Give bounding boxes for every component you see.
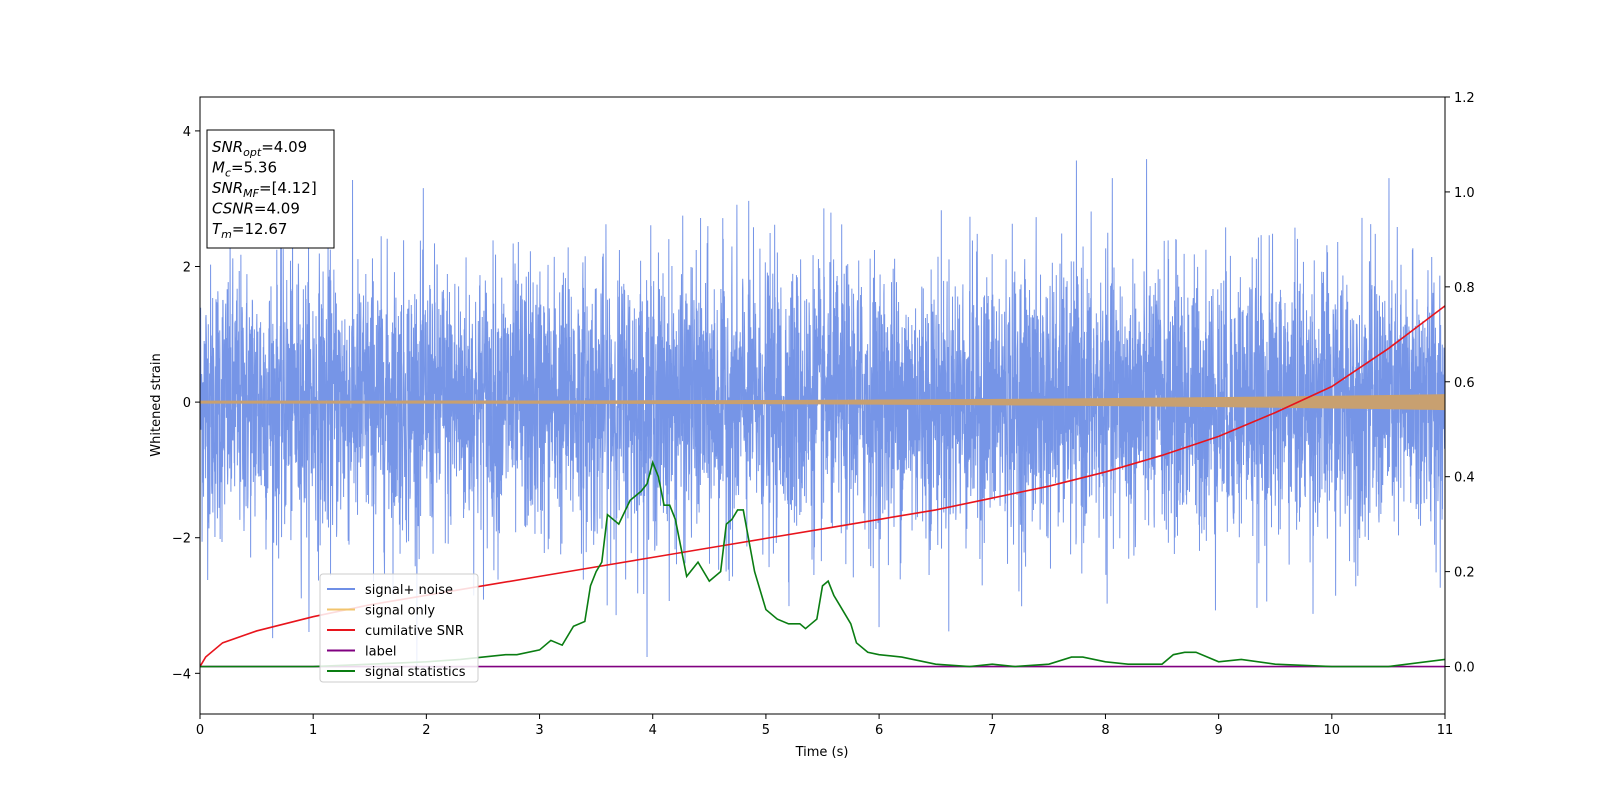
x-tick-label: 10	[1324, 723, 1341, 738]
x-tick-label: 11	[1437, 723, 1454, 738]
y-left-tick-label: 2	[183, 261, 191, 276]
x-tick-label: 7	[988, 723, 996, 738]
x-tick-label: 6	[875, 723, 883, 738]
y-right-tick-label: 0.6	[1454, 376, 1475, 391]
y-right-tick-label: 0.8	[1454, 281, 1475, 296]
annotation-line: SNRMF=[4.12]	[212, 179, 317, 200]
y-right-tick-label: 1.0	[1454, 186, 1475, 201]
y-left-tick-label: −2	[172, 532, 191, 547]
y-left-tick-label: 4	[183, 125, 191, 140]
x-tick-label: 1	[309, 723, 317, 738]
legend-entry-label: cumilative SNR	[365, 624, 464, 639]
legend-entry-label: signal statistics	[365, 665, 466, 680]
plot-frame	[199, 96, 1446, 715]
x-axis-label: Time (s)	[795, 745, 849, 760]
x-tick-label: 2	[422, 723, 430, 738]
legend-entry-label: signal+ noise	[365, 583, 453, 598]
y-left-tick-label: 0	[183, 396, 191, 411]
x-tick-label: 3	[535, 723, 543, 738]
y-right-tick-label: 1.2	[1454, 91, 1475, 106]
x-tick-label: 4	[649, 723, 657, 738]
y-axis-label: Whitened strain	[149, 353, 164, 456]
annotation-line: CSNR=4.09	[212, 200, 300, 218]
legend-entry-label: signal only	[365, 604, 435, 619]
x-tick-label: 0	[196, 723, 204, 738]
x-tick-label: 8	[1101, 723, 1109, 738]
y-right-tick-label: 0.2	[1454, 566, 1475, 581]
series-signal-statistics	[200, 459, 1445, 668]
annotation-line: SNRopt=4.09	[212, 138, 307, 159]
y-right-tick-label: 0.0	[1454, 661, 1475, 676]
series-cumilative-snr	[200, 305, 1445, 667]
legend-entry-label: label	[365, 645, 396, 660]
x-tick-label: 5	[762, 723, 770, 738]
annotation-line: Mc=5.36	[212, 159, 277, 180]
annotation-line: Tm=12.67	[212, 220, 287, 241]
legend: signal+ noise signal only cumilative SNR la…	[319, 573, 479, 683]
y-right-tick-label: 0.4	[1454, 471, 1475, 486]
x-tick-label: 9	[1214, 723, 1222, 738]
series-signal-only	[200, 394, 1445, 411]
y-left-tick-label: −4	[172, 667, 191, 682]
